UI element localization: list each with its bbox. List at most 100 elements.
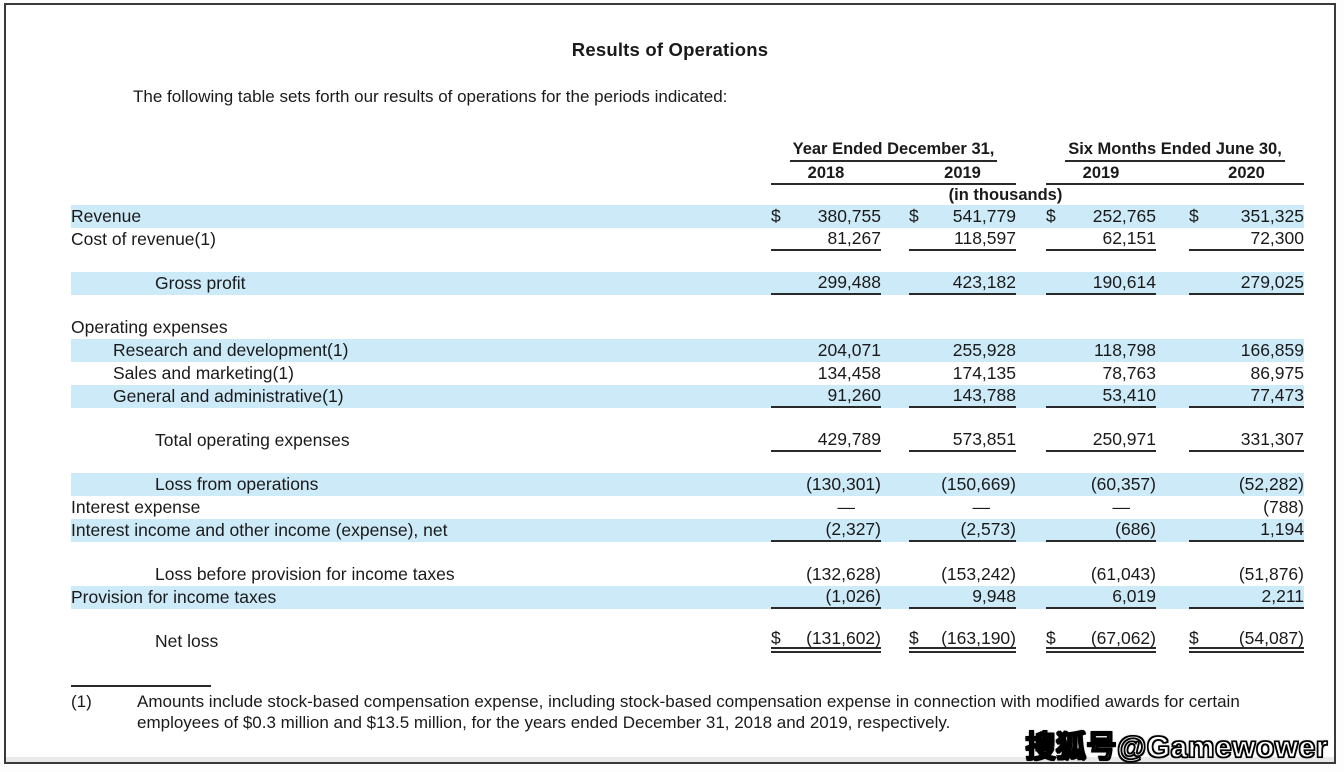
cell-value: 81,267 — [827, 228, 881, 248]
year-column-header: 2020 — [1228, 164, 1265, 182]
intro-paragraph: The following table sets forth our resul… — [133, 87, 728, 106]
value-cell-6mo-2020: (51,876) — [1189, 563, 1304, 586]
row-label: Cost of revenue(1) — [71, 229, 216, 249]
row-label: Revenue — [71, 206, 142, 226]
value-cell-2018: $ (131,602) — [771, 628, 881, 653]
row-cells: (130,301) (150,669) (60,357) (52,282) — [771, 473, 1304, 496]
table-row: Interest income and other income (expens… — [71, 519, 1304, 542]
value-cell-2018: (1,026) — [771, 586, 881, 609]
years-group-1: 2018 2019 — [771, 162, 1016, 185]
value-cell-2019: 573,851 — [909, 429, 1016, 452]
value-cell-6mo-2019: 78,763 — [1046, 362, 1156, 385]
cell-value: 118,597 — [954, 228, 1016, 248]
cell-value: (61,043) — [1090, 564, 1156, 584]
row-cells: (132,628) (153,242) (61,043) (51,876) — [771, 563, 1304, 586]
value-cell-6mo-2019: 118,798 — [1046, 339, 1156, 362]
cell-value: 573,851 — [952, 429, 1016, 449]
cell-value: 279,025 — [1240, 272, 1304, 292]
cell-value: 252,765 — [1092, 206, 1156, 226]
dollar-sign: $ — [1046, 628, 1056, 648]
cell-value: 77,473 — [1250, 385, 1304, 405]
cell-value: (2,573) — [960, 519, 1016, 539]
year-column-header: 2019 — [1082, 164, 1120, 182]
value-cell-2019: 118,597 — [909, 228, 1016, 251]
cell-value: 190,614 — [1092, 272, 1156, 292]
value-cell-2019: (150,669) — [909, 473, 1016, 496]
cell-value: — — [972, 497, 991, 517]
value-cell-6mo-2020: (52,282) — [1189, 473, 1304, 496]
cell-value: 72,300 — [1250, 228, 1304, 248]
financial-table: Year Ended December 31, Six Months Ended… — [71, 139, 1304, 733]
value-cell-2019: (153,242) — [909, 563, 1016, 586]
value-cell-6mo-2020: 2,211 — [1189, 586, 1304, 609]
value-cell-6mo-2019: 190,614 — [1046, 272, 1156, 295]
header-group-row: Year Ended December 31, Six Months Ended… — [71, 139, 1304, 162]
table-row: General and administrative(1) 91,260 143… — [71, 385, 1304, 408]
page-title: Results of Operations — [571, 39, 769, 60]
units-row: (in thousands) — [71, 185, 1304, 205]
table-row: Revenue $380,755 $541,779 $252,765 $351,… — [71, 205, 1304, 228]
cell-value: (788) — [1263, 497, 1304, 517]
header-spacer — [71, 139, 771, 162]
row-cells: (1,026) 9,948 6,019 2,211 — [771, 586, 1304, 609]
spacer-row — [71, 295, 1304, 316]
value-cell-6mo-2020: 77,473 — [1189, 385, 1304, 408]
page-bottom-edge — [6, 757, 1334, 762]
value-cell-6mo-2019 — [1046, 316, 1156, 339]
table-row: Research and development(1) 204,071 255,… — [71, 339, 1304, 362]
row-cells: 81,267 118,597 62,151 72,300 — [771, 228, 1304, 251]
table-row: Loss from operations (130,301) (150,669)… — [71, 473, 1304, 496]
dollar-sign: $ — [1046, 206, 1056, 226]
footnote-marker: (1) — [71, 692, 92, 711]
cell-value: — — [1112, 497, 1131, 517]
value-cell-6mo-2020: $ (54,087) — [1189, 628, 1304, 653]
document-page: Results of Operations The following tabl… — [4, 3, 1336, 764]
value-cell-6mo-2019: 6,019 — [1046, 586, 1156, 609]
table-row: Net loss $ (131,602) $ (163,190) $ (67,062)… — [71, 628, 1304, 653]
header-years-row: 2018 2019 2019 2020 — [71, 162, 1304, 185]
value-cell-2019: $541,779 — [909, 205, 1016, 228]
cell-value: 351,325 — [1240, 206, 1304, 226]
value-cell-6mo-2019: $ (67,062) — [1046, 628, 1156, 653]
row-label: Total operating expenses — [155, 430, 350, 450]
row-label: Sales and marketing(1) — [113, 363, 294, 383]
value-cell-2018: (132,628) — [771, 563, 881, 586]
cell-value: 429,789 — [817, 429, 881, 449]
value-cell-2019: 9,948 — [909, 586, 1016, 609]
header-spacer — [71, 185, 771, 205]
cell-value: 380,755 — [817, 206, 881, 226]
cell-value: 53,410 — [1102, 385, 1156, 405]
row-cells: $ (131,602) $ (163,190) $ (67,062) $ (54,087… — [771, 628, 1304, 653]
cell-value: (51,876) — [1238, 564, 1304, 584]
value-cell-2018: (130,301) — [771, 473, 881, 496]
cell-value: (54,087) — [1238, 628, 1304, 648]
cell-value: 255,928 — [952, 340, 1016, 360]
cell-value: 143,788 — [952, 385, 1016, 405]
value-cell-2018: 299,488 — [771, 272, 881, 295]
cell-value: 62,151 — [1102, 228, 1156, 248]
cell-value: 250,971 — [1092, 429, 1156, 449]
units-note: (in thousands) — [948, 186, 1063, 204]
column-group-year-ended: Year Ended December 31, — [771, 139, 1016, 162]
cell-value: (163,190) — [941, 628, 1016, 648]
table-header: Year Ended December 31, Six Months Ended… — [71, 139, 1304, 205]
row-cells: 134,458 174,135 78,763 86,975 — [771, 362, 1304, 385]
cell-value: 331,307 — [1240, 429, 1304, 449]
row-cells: 429,789 573,851 250,971 331,307 — [771, 429, 1304, 452]
value-cell-2018 — [771, 316, 881, 339]
row-cells: (2,327) (2,573) (686) 1,194 — [771, 519, 1304, 542]
row-cells: $380,755 $541,779 $252,765 $351,325 — [771, 205, 1304, 228]
header-spacer — [71, 162, 771, 185]
watermark-text: 搜狐号@Gamewower — [1025, 730, 1328, 764]
value-cell-2018: 429,789 — [771, 429, 881, 452]
cell-value: (686) — [1115, 519, 1156, 539]
table-row: Gross profit 299,488 423,182 190,614 279… — [71, 272, 1304, 295]
value-cell-6mo-2019: (61,043) — [1046, 563, 1156, 586]
cell-value: 9,948 — [972, 586, 1016, 606]
dollar-sign: $ — [771, 206, 781, 226]
value-cell-2019: — — [909, 496, 1016, 519]
value-cell-2018: (2,327) — [771, 519, 881, 542]
cell-value: (131,602) — [806, 628, 881, 648]
dollar-sign: $ — [909, 206, 919, 226]
year-column-header: 2018 — [807, 164, 845, 182]
